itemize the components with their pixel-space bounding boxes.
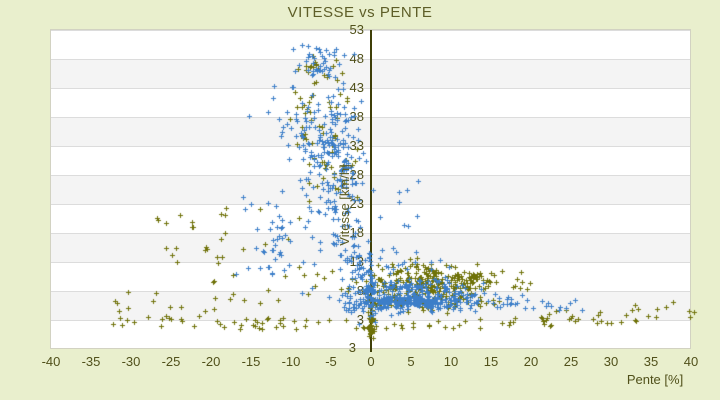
x-tick-label: 15 bbox=[483, 354, 499, 369]
plot-area: 534843383328231813833 bbox=[51, 22, 711, 355]
x-tick-label: 30 bbox=[603, 354, 619, 369]
y-axis-title: Vitesse [km/h] bbox=[337, 164, 352, 246]
x-tick-label: 20 bbox=[523, 354, 539, 369]
x-tick-label: -30 bbox=[121, 354, 141, 369]
x-tick-label: 40 bbox=[683, 354, 699, 369]
x-axis-title: Pente [%] bbox=[626, 372, 684, 387]
x-tick-label: 5 bbox=[407, 354, 415, 369]
x-tick-label: 35 bbox=[643, 354, 659, 369]
x-tick-label: -35 bbox=[81, 354, 101, 369]
x-tick-label: -25 bbox=[161, 354, 181, 369]
x-tick-label: -15 bbox=[241, 354, 261, 369]
x-tick-label: -20 bbox=[201, 354, 221, 369]
x-tick-label: -10 bbox=[281, 354, 301, 369]
x-tick-label: -40 bbox=[41, 354, 61, 369]
x-tick-label: 0 bbox=[367, 354, 375, 369]
x-tick-label: 10 bbox=[443, 354, 459, 369]
x-tick-label: 25 bbox=[563, 354, 579, 369]
scatter-canvas bbox=[51, 30, 711, 352]
x-tick-label: -5 bbox=[325, 354, 337, 369]
x-axis-ticks: -40 -35 -30 -25 -20 -15 -10 -5 0 5 10 15 20 25 30 35 40 bbox=[42, 354, 720, 370]
chart-title: VITESSE vs PENTE bbox=[287, 4, 433, 21]
